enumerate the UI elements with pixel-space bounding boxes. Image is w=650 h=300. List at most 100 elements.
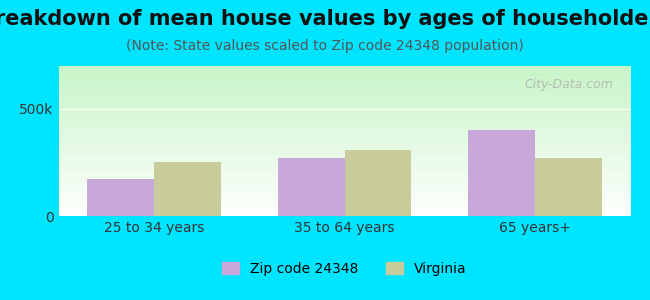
Bar: [58, 129, 630, 130]
Bar: [58, 103, 630, 105]
Bar: [58, 102, 630, 104]
Bar: [58, 164, 630, 165]
Bar: [58, 207, 630, 208]
Bar: [58, 82, 630, 84]
Bar: [58, 114, 630, 116]
Bar: [58, 132, 630, 134]
Bar: [58, 105, 630, 106]
Bar: [58, 124, 630, 126]
Bar: [58, 169, 630, 171]
Bar: [58, 94, 630, 96]
Bar: [58, 144, 630, 146]
Bar: [58, 162, 630, 164]
Bar: [58, 75, 630, 76]
Bar: [58, 110, 630, 111]
Bar: [58, 123, 630, 124]
Bar: [58, 116, 630, 117]
Bar: [58, 142, 630, 144]
Bar: [58, 183, 630, 184]
Bar: [58, 206, 630, 207]
Bar: [58, 72, 630, 74]
Bar: [58, 160, 630, 162]
Bar: [58, 90, 630, 92]
Bar: [58, 156, 630, 158]
Bar: [58, 195, 630, 196]
Bar: [58, 74, 630, 75]
Text: (Note: State values scaled to Zip code 24348 population): (Note: State values scaled to Zip code 2…: [126, 39, 524, 53]
Bar: [58, 96, 630, 98]
Bar: [58, 126, 630, 128]
Bar: [58, 150, 630, 152]
Bar: [58, 88, 630, 90]
Bar: [58, 141, 630, 142]
Bar: [58, 100, 630, 102]
Bar: [58, 81, 630, 82]
Bar: [58, 167, 630, 168]
Bar: [58, 98, 630, 99]
Bar: [58, 93, 630, 94]
Bar: [58, 136, 630, 138]
Bar: [58, 138, 630, 140]
Bar: [58, 180, 630, 182]
Bar: [58, 154, 630, 156]
Bar: [535, 158, 602, 216]
Bar: [58, 152, 630, 153]
Bar: [58, 196, 630, 198]
Bar: [58, 189, 630, 190]
Bar: [58, 212, 630, 213]
Bar: [58, 194, 630, 195]
Bar: [58, 66, 630, 68]
Bar: [58, 135, 630, 136]
Bar: [58, 120, 630, 122]
Bar: [58, 214, 630, 216]
Bar: [58, 111, 630, 112]
Bar: [58, 178, 630, 180]
Bar: [58, 192, 630, 194]
Bar: [58, 146, 630, 147]
Bar: [58, 76, 630, 78]
Bar: [58, 177, 630, 178]
Bar: [58, 204, 630, 206]
Bar: [58, 117, 630, 118]
Bar: [58, 70, 630, 72]
Text: Breakdown of mean house values by ages of householders: Breakdown of mean house values by ages o…: [0, 9, 650, 29]
Bar: [58, 78, 630, 80]
Bar: [58, 140, 630, 141]
Bar: [278, 158, 344, 216]
Bar: [58, 80, 630, 81]
Bar: [58, 190, 630, 192]
Bar: [58, 147, 630, 148]
Bar: [58, 159, 630, 160]
Text: City-Data.com: City-Data.com: [525, 78, 614, 91]
Bar: [58, 87, 630, 88]
Bar: [58, 172, 630, 174]
Bar: [58, 182, 630, 183]
Bar: [58, 118, 630, 120]
Bar: [58, 174, 630, 176]
Bar: [87, 178, 154, 216]
Bar: [469, 130, 535, 216]
Bar: [58, 85, 630, 87]
Bar: [58, 201, 630, 202]
Bar: [344, 150, 411, 216]
Bar: [58, 128, 630, 129]
Bar: [58, 69, 630, 70]
Bar: [58, 158, 630, 159]
Bar: [58, 184, 630, 186]
Bar: [58, 186, 630, 188]
Bar: [58, 208, 630, 210]
Bar: [58, 200, 630, 201]
Bar: [58, 210, 630, 212]
Bar: [58, 148, 630, 150]
Bar: [58, 168, 630, 170]
Bar: [58, 84, 630, 86]
Bar: [58, 99, 630, 100]
Bar: [58, 122, 630, 123]
Legend: Zip code 24348, Virginia: Zip code 24348, Virginia: [217, 256, 472, 281]
Bar: [58, 106, 630, 108]
Bar: [58, 188, 630, 189]
Bar: [58, 165, 630, 166]
Bar: [58, 153, 630, 154]
Bar: [58, 68, 630, 69]
Bar: [58, 213, 630, 214]
